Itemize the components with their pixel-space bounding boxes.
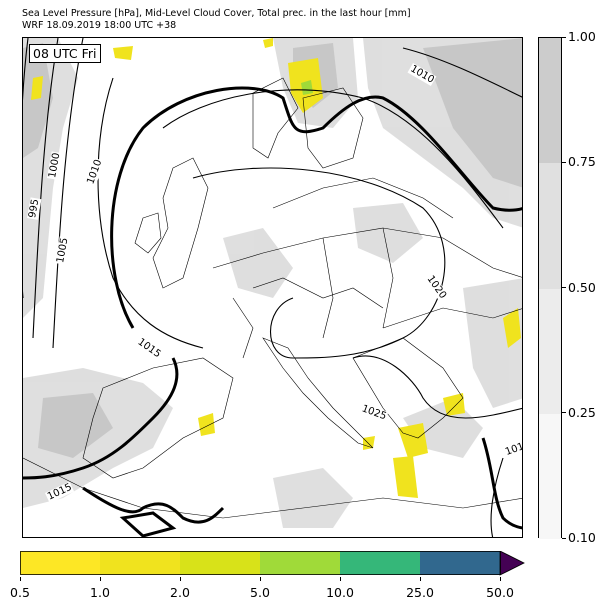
chart-title: Sea Level Pressure [hPa], Mid-Level Clou…	[22, 8, 411, 19]
bold-isobars	[23, 86, 522, 537]
cloud-colorbar-tick	[562, 537, 566, 539]
cloud-colorbar-tick-label: 0.10	[568, 530, 596, 545]
precipitation-heavy	[301, 80, 313, 95]
valid-time-label: 08 UTC Fri	[29, 44, 101, 63]
precip-colorbar-segment	[420, 551, 500, 575]
cloud-cover-colorbar	[538, 37, 562, 539]
cloud-colorbar-segment	[539, 288, 561, 414]
precip-colorbar-tick-label: 25.0	[406, 585, 434, 600]
precip-colorbar-tick-label: 1.0	[90, 585, 110, 600]
map-canvas	[23, 38, 522, 537]
precip-colorbar-tick-label: 10.0	[326, 585, 354, 600]
precip-colorbar-extend-arrow	[499, 550, 525, 576]
cloud-colorbar-tick	[562, 412, 566, 414]
precip-colorbar-tick-label: 2.0	[170, 585, 190, 600]
precip-colorbar-tick-label: 5.0	[250, 585, 270, 600]
precip-colorbar-segment	[260, 551, 340, 575]
precip-colorbar-segment	[20, 551, 100, 575]
weather-map: 995 1000 1005 1010 1015 1015 1015 1020 1025 1010	[22, 37, 523, 538]
precipitation-colorbar-svg	[20, 550, 525, 576]
coastlines	[23, 77, 522, 519]
cloud-colorbar-tick	[562, 287, 566, 288]
precip-colorbar-tick	[500, 577, 501, 581]
cloud-colorbar-segment	[539, 413, 561, 539]
precip-colorbar-tick	[100, 577, 101, 581]
precip-colorbar-tick	[20, 577, 21, 581]
precip-colorbar-tick-label: 50.0	[486, 585, 514, 600]
cloud-colorbar-tick	[562, 161, 566, 163]
precip-colorbar-tick	[420, 577, 421, 581]
precip-colorbar-segment	[340, 551, 420, 575]
precipitation-colorbar	[20, 550, 526, 577]
precip-colorbar-tick	[340, 577, 341, 581]
precip-colorbar-tick-label: 0.5	[10, 585, 30, 600]
isobars	[23, 38, 522, 537]
precip-colorbar-segment	[180, 551, 260, 575]
precip-colorbar-segment	[100, 551, 180, 575]
cloud-colorbar-tick-label: 0.50	[568, 279, 596, 295]
cloud-colorbar-segment	[539, 38, 561, 164]
precip-colorbar-tick	[180, 577, 181, 581]
cloud-colorbar-tick-label: 0.75	[568, 154, 596, 170]
chart-subtitle: WRF 18.09.2019 18:00 UTC +38	[22, 20, 177, 31]
precip-colorbar-border	[20, 551, 501, 575]
precip-colorbar-tick	[260, 577, 261, 581]
cloud-colorbar-tick-label: 0.25	[568, 404, 596, 420]
cloud-colorbar-tick-label: 1.00	[568, 29, 596, 44]
cloud-colorbar-tick	[562, 36, 566, 38]
cloud-colorbar-segment	[539, 163, 561, 289]
